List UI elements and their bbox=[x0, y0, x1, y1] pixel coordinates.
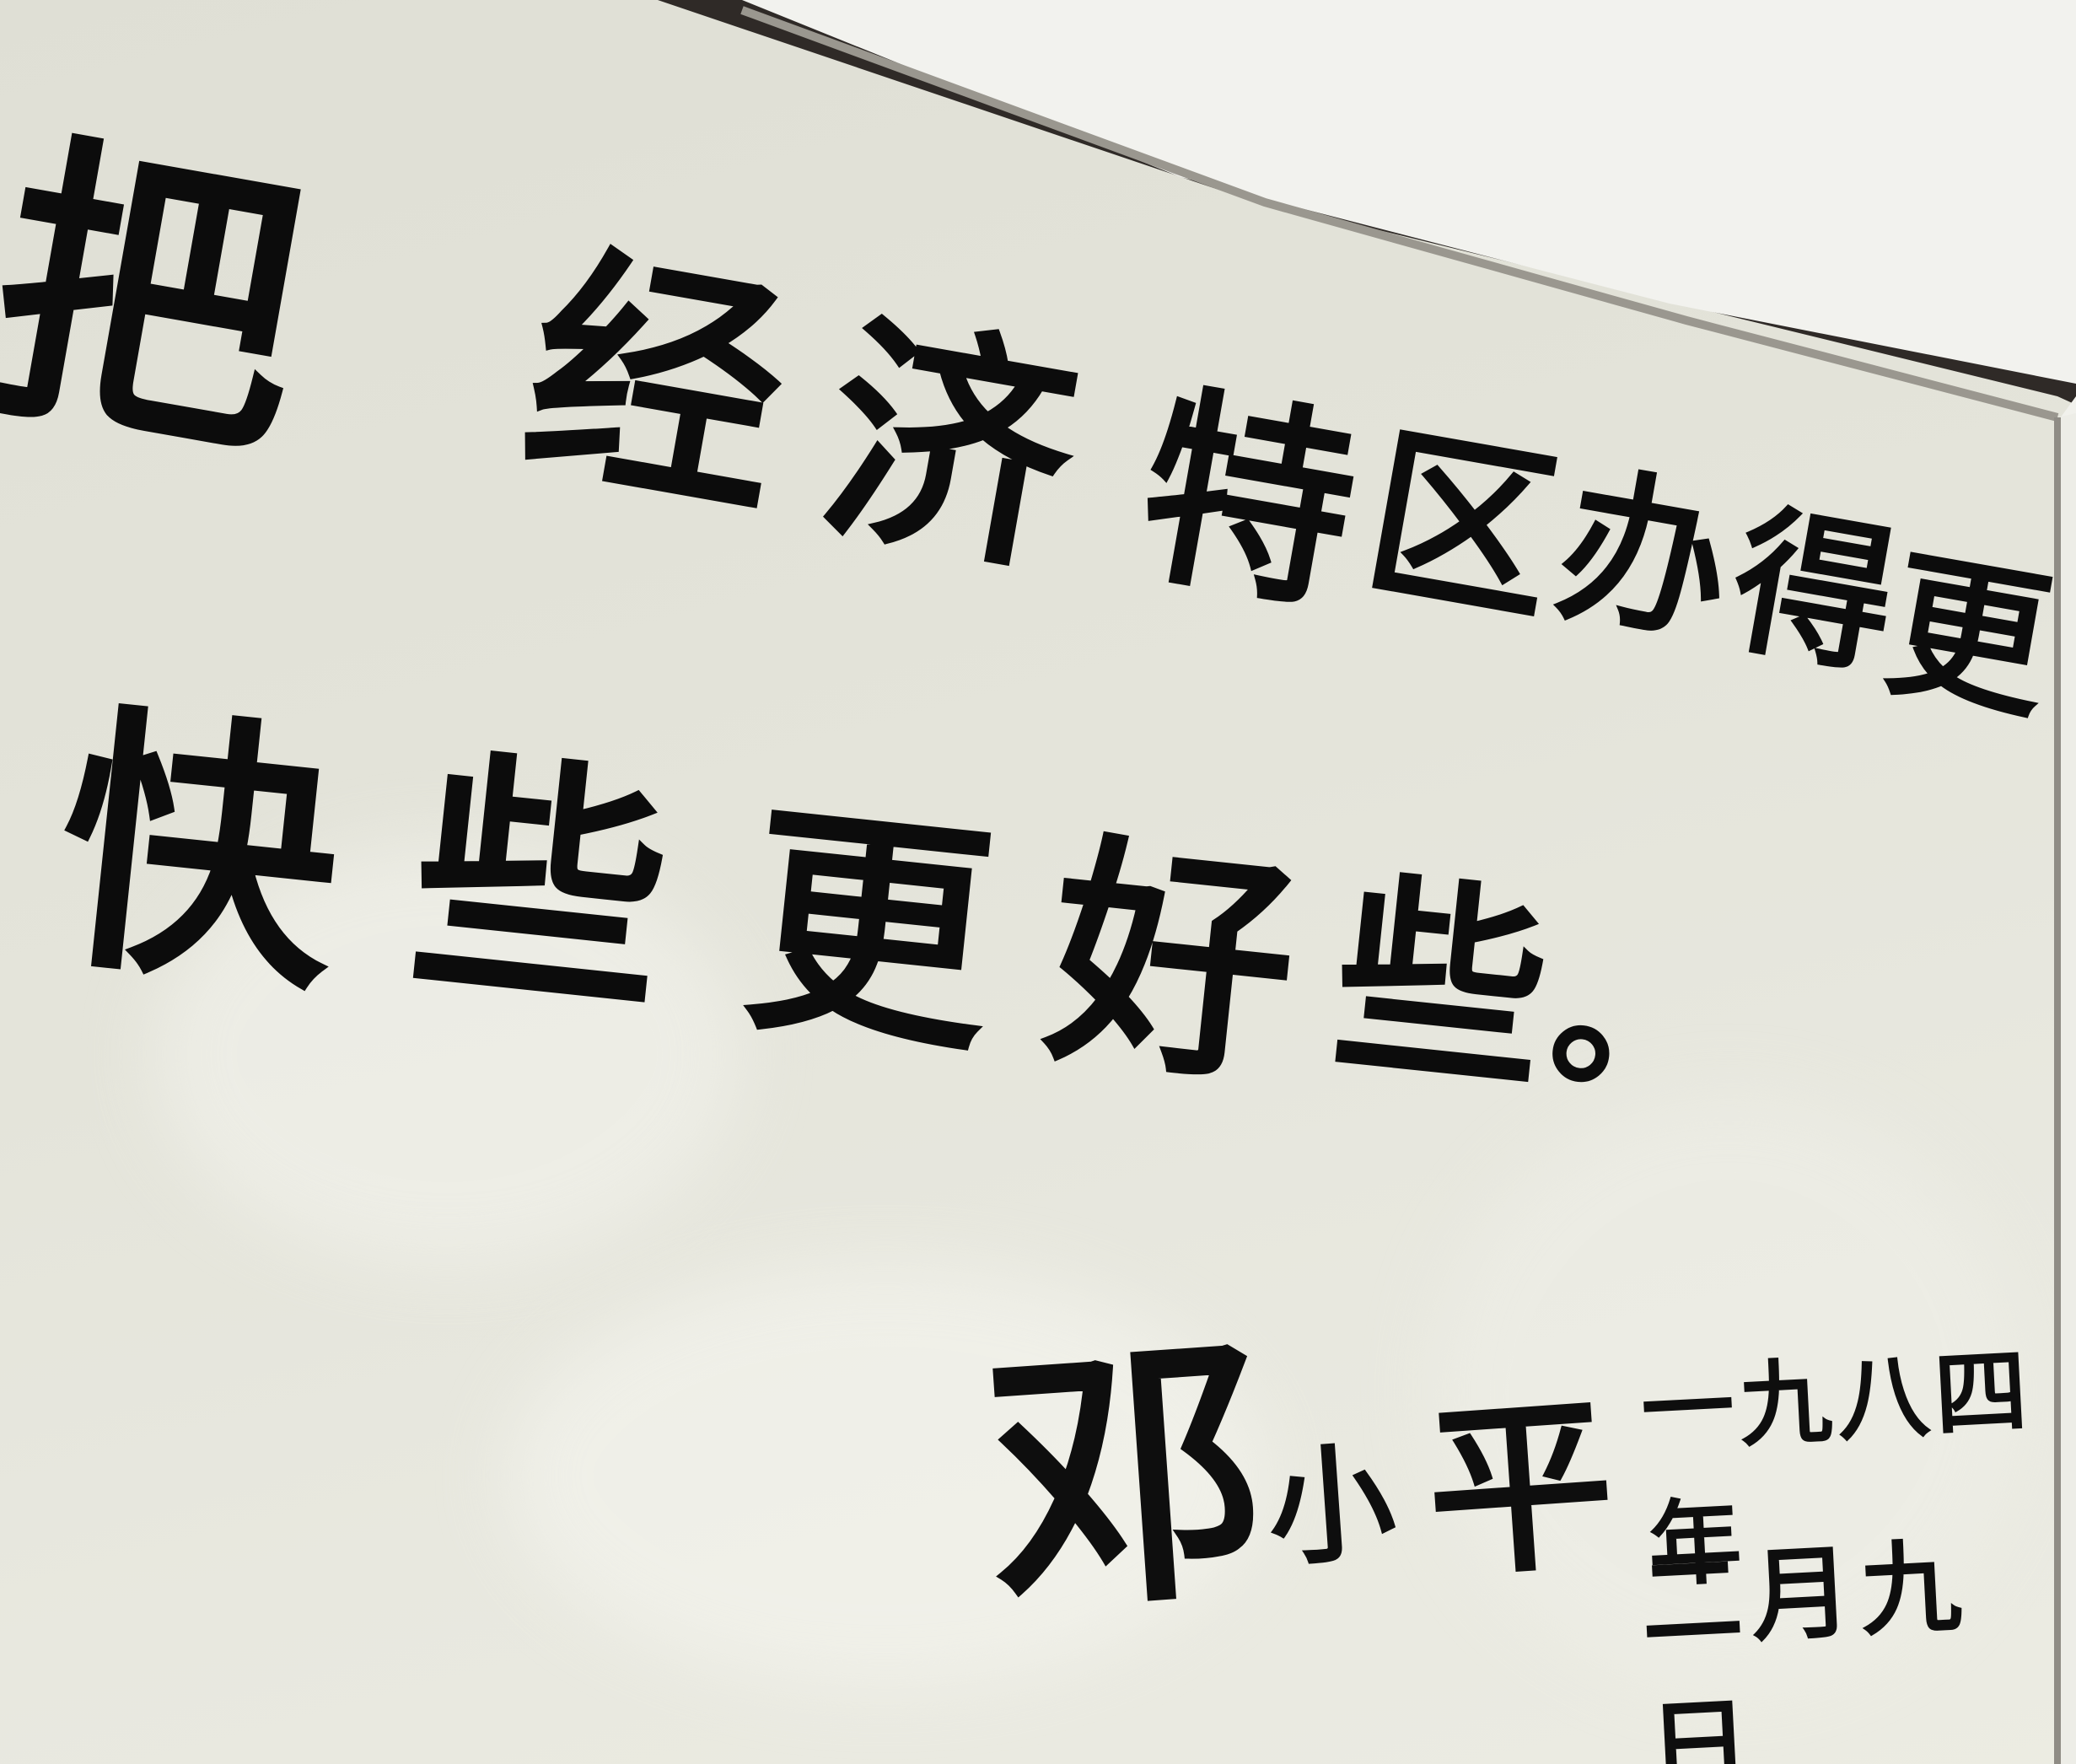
char-hao: 好 bbox=[1035, 808, 1309, 1119]
char-geng-2: 更 bbox=[733, 776, 1007, 1088]
glass-glare bbox=[1433, 1096, 2024, 1686]
char-qu: 区 bbox=[1352, 401, 1573, 649]
glass-glare bbox=[152, 843, 742, 1265]
char-ji: 济 bbox=[804, 285, 1094, 610]
frame-mat-right bbox=[2057, 413, 2076, 1764]
sig-ping: 平 bbox=[1420, 1373, 1621, 1604]
glass-glare bbox=[506, 1265, 1265, 1686]
sig-xiao: 小 bbox=[1263, 1428, 1400, 1585]
char-ban: 办 bbox=[1544, 444, 1745, 670]
char-de: 得 bbox=[1718, 484, 1910, 698]
full-stop: 。 bbox=[1542, 908, 1731, 1124]
char-te: 特 bbox=[1122, 360, 1374, 642]
char-geng: 更 bbox=[1874, 529, 2065, 743]
char-xie: 些 bbox=[398, 722, 681, 1046]
char-ba: 把 bbox=[0, 99, 330, 504]
char-kuai: 快 bbox=[44, 675, 356, 1030]
frame-mat-top bbox=[742, 0, 2076, 384]
date-line-2: 二月九日 bbox=[1638, 1526, 1973, 1764]
char-jing: 经 bbox=[506, 214, 807, 551]
char-xie-2: 些 bbox=[1323, 848, 1559, 1118]
mat-inner-shadow bbox=[740, 6, 2059, 422]
sig-deng: 邓 bbox=[976, 1305, 1277, 1652]
